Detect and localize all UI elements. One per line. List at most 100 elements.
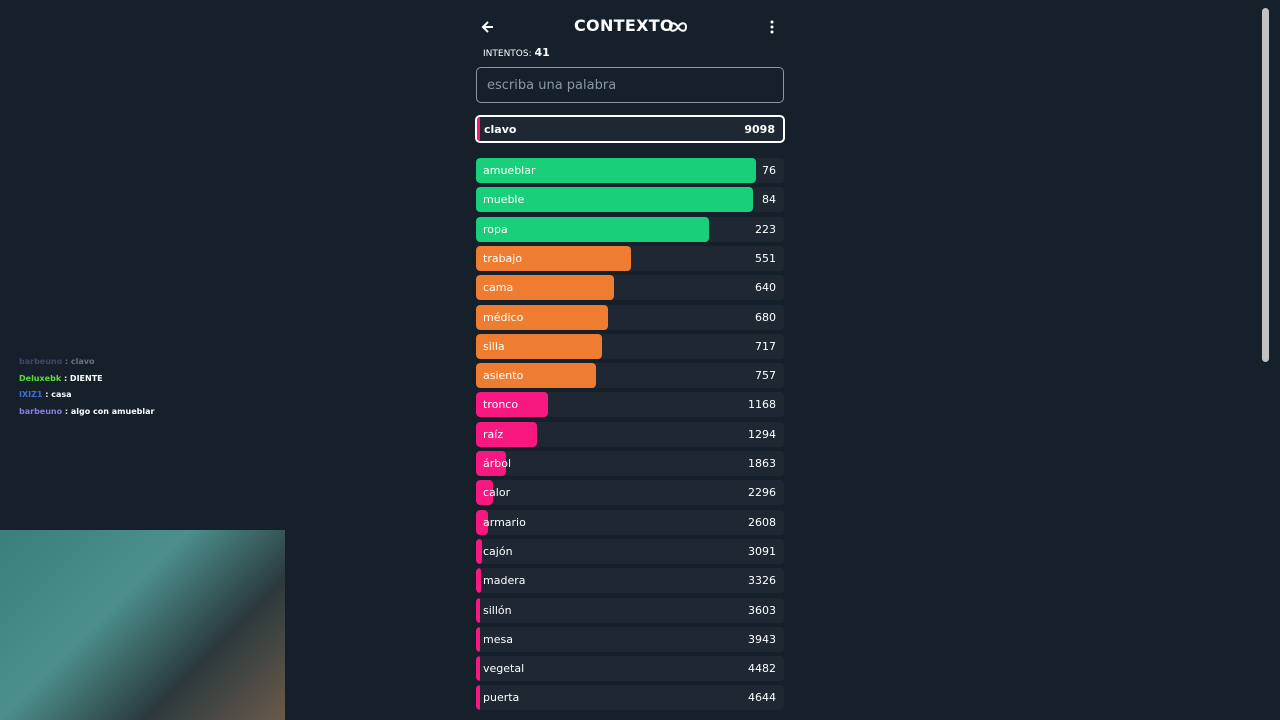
guess-rank: 2296 xyxy=(748,486,776,500)
guess-bar xyxy=(476,392,548,418)
guess-bar xyxy=(476,509,488,535)
attempts-count: 41 xyxy=(534,46,550,59)
guess-row: mesa 3943 xyxy=(476,626,784,652)
guess-input[interactable] xyxy=(476,67,784,103)
chat-user: barbeuno xyxy=(19,357,63,366)
guess-word: vegetal xyxy=(483,662,525,676)
guess-bar xyxy=(476,275,615,301)
scrollbar[interactable] xyxy=(1262,8,1269,362)
guess-word: cajón xyxy=(483,544,513,558)
guess-word: árbol xyxy=(483,457,512,470)
guess-row: raíz 1294 xyxy=(476,421,784,447)
guess-row: trabajo 551 xyxy=(476,245,784,271)
guess-word: armario xyxy=(483,515,526,529)
guess-rank: 4482 xyxy=(748,662,776,676)
chat-message: IXIZ1 : casa xyxy=(19,390,72,399)
guess-bar xyxy=(476,597,480,623)
guess-row: sillón 3603 xyxy=(476,597,784,623)
guess-word: mueble xyxy=(483,193,525,207)
guess-word: amueblar xyxy=(483,164,536,177)
guess-word: tronco xyxy=(483,398,519,412)
chat-text: : clavo xyxy=(64,357,95,366)
guess-word: puerta xyxy=(483,691,520,705)
current-word: clavo xyxy=(484,123,517,136)
guess-rank: 717 xyxy=(755,339,776,353)
guess-word: médico xyxy=(483,310,524,324)
guess-row: armario 2608 xyxy=(476,509,784,535)
guess-row: madera 3326 xyxy=(476,568,784,594)
guess-bar xyxy=(476,656,480,682)
guess-row: calor 2296 xyxy=(476,480,784,506)
guess-rank: 3326 xyxy=(748,574,776,588)
guess-bar xyxy=(476,451,506,476)
guess-bar xyxy=(476,538,483,564)
guess-word: silla xyxy=(483,339,505,353)
guess-word: calor xyxy=(483,486,511,500)
guess-rank: 84 xyxy=(762,193,776,207)
guess-bar xyxy=(476,216,710,242)
chat-text: : algo con amueblar xyxy=(64,407,155,417)
guess-word: ropa xyxy=(483,222,508,236)
guess-word: madera xyxy=(483,574,526,588)
guess-rank: 3943 xyxy=(748,632,776,646)
guess-rank: 551 xyxy=(755,251,776,265)
chat-message: Deluxebk : DIENTE xyxy=(19,374,103,383)
guess-word: sillón xyxy=(483,603,512,617)
guess-word: raíz xyxy=(483,427,504,441)
current-bar xyxy=(477,117,480,141)
guess-bar xyxy=(476,685,480,711)
guess-bar xyxy=(476,245,631,271)
guess-rank: 757 xyxy=(755,369,776,383)
guess-bar xyxy=(476,480,494,506)
guess-rank: 3091 xyxy=(748,544,776,558)
guess-row: vegetal 4482 xyxy=(476,656,784,682)
guess-rank: 640 xyxy=(755,281,776,295)
guess-word: mesa xyxy=(483,632,513,646)
guess-bar xyxy=(476,158,757,183)
guess-rank: 680 xyxy=(755,310,776,324)
guess-bar xyxy=(476,626,480,652)
guess-bar xyxy=(476,187,754,213)
guess-row: ropa 223 xyxy=(476,216,784,242)
guess-rank: 1168 xyxy=(748,398,776,412)
guess-row: amueblar 76 xyxy=(476,158,784,183)
guess-bar xyxy=(476,568,481,594)
menu-button[interactable] xyxy=(766,18,778,36)
chat-user: IXIZ1 xyxy=(19,390,43,400)
guess-word: trabajo xyxy=(483,251,523,265)
webcam xyxy=(0,530,285,720)
guess-rank: 2608 xyxy=(748,515,776,529)
chat-user: barbeuno xyxy=(19,407,63,417)
guess-row: puerta 4644 xyxy=(476,685,784,711)
chat-user: Deluxebk xyxy=(19,373,62,383)
guess-bar xyxy=(476,333,602,359)
guess-word: cama xyxy=(483,281,514,295)
guess-row: médico 680 xyxy=(476,304,784,330)
chat-message: barbeuno : algo con amueblar xyxy=(19,407,154,416)
guess-rank: 1294 xyxy=(748,427,776,441)
guess-rank: 3603 xyxy=(748,603,776,617)
guess-bar xyxy=(476,421,538,447)
guess-bar xyxy=(476,363,596,389)
guess-row: árbol 1863 xyxy=(476,451,784,476)
guess-rank: 223 xyxy=(755,222,776,236)
guess-row: tronco 1168 xyxy=(476,392,784,418)
current-guess: clavo 9098 xyxy=(475,115,785,143)
current-rank: 9098 xyxy=(744,123,775,136)
infinity-icon xyxy=(668,22,688,32)
chat-text: : casa xyxy=(45,390,72,400)
guess-rank: 1863 xyxy=(748,457,776,470)
chat-text: : DIENTE xyxy=(63,373,103,383)
guess-row: asiento 757 xyxy=(476,363,784,389)
guess-rank: 4644 xyxy=(748,691,776,705)
attempts-label: INTENTOS: xyxy=(483,49,532,59)
guess-row: mueble 84 xyxy=(476,187,784,213)
guess-row: cajón 3091 xyxy=(476,538,784,564)
guess-rank: 76 xyxy=(762,164,776,177)
guess-word: asiento xyxy=(483,369,524,383)
title: CONTEXTO xyxy=(574,16,674,35)
chat-message: barbeuno : clavo xyxy=(19,357,94,366)
back-button[interactable] xyxy=(480,18,496,36)
guess-row: silla 717 xyxy=(476,333,784,359)
